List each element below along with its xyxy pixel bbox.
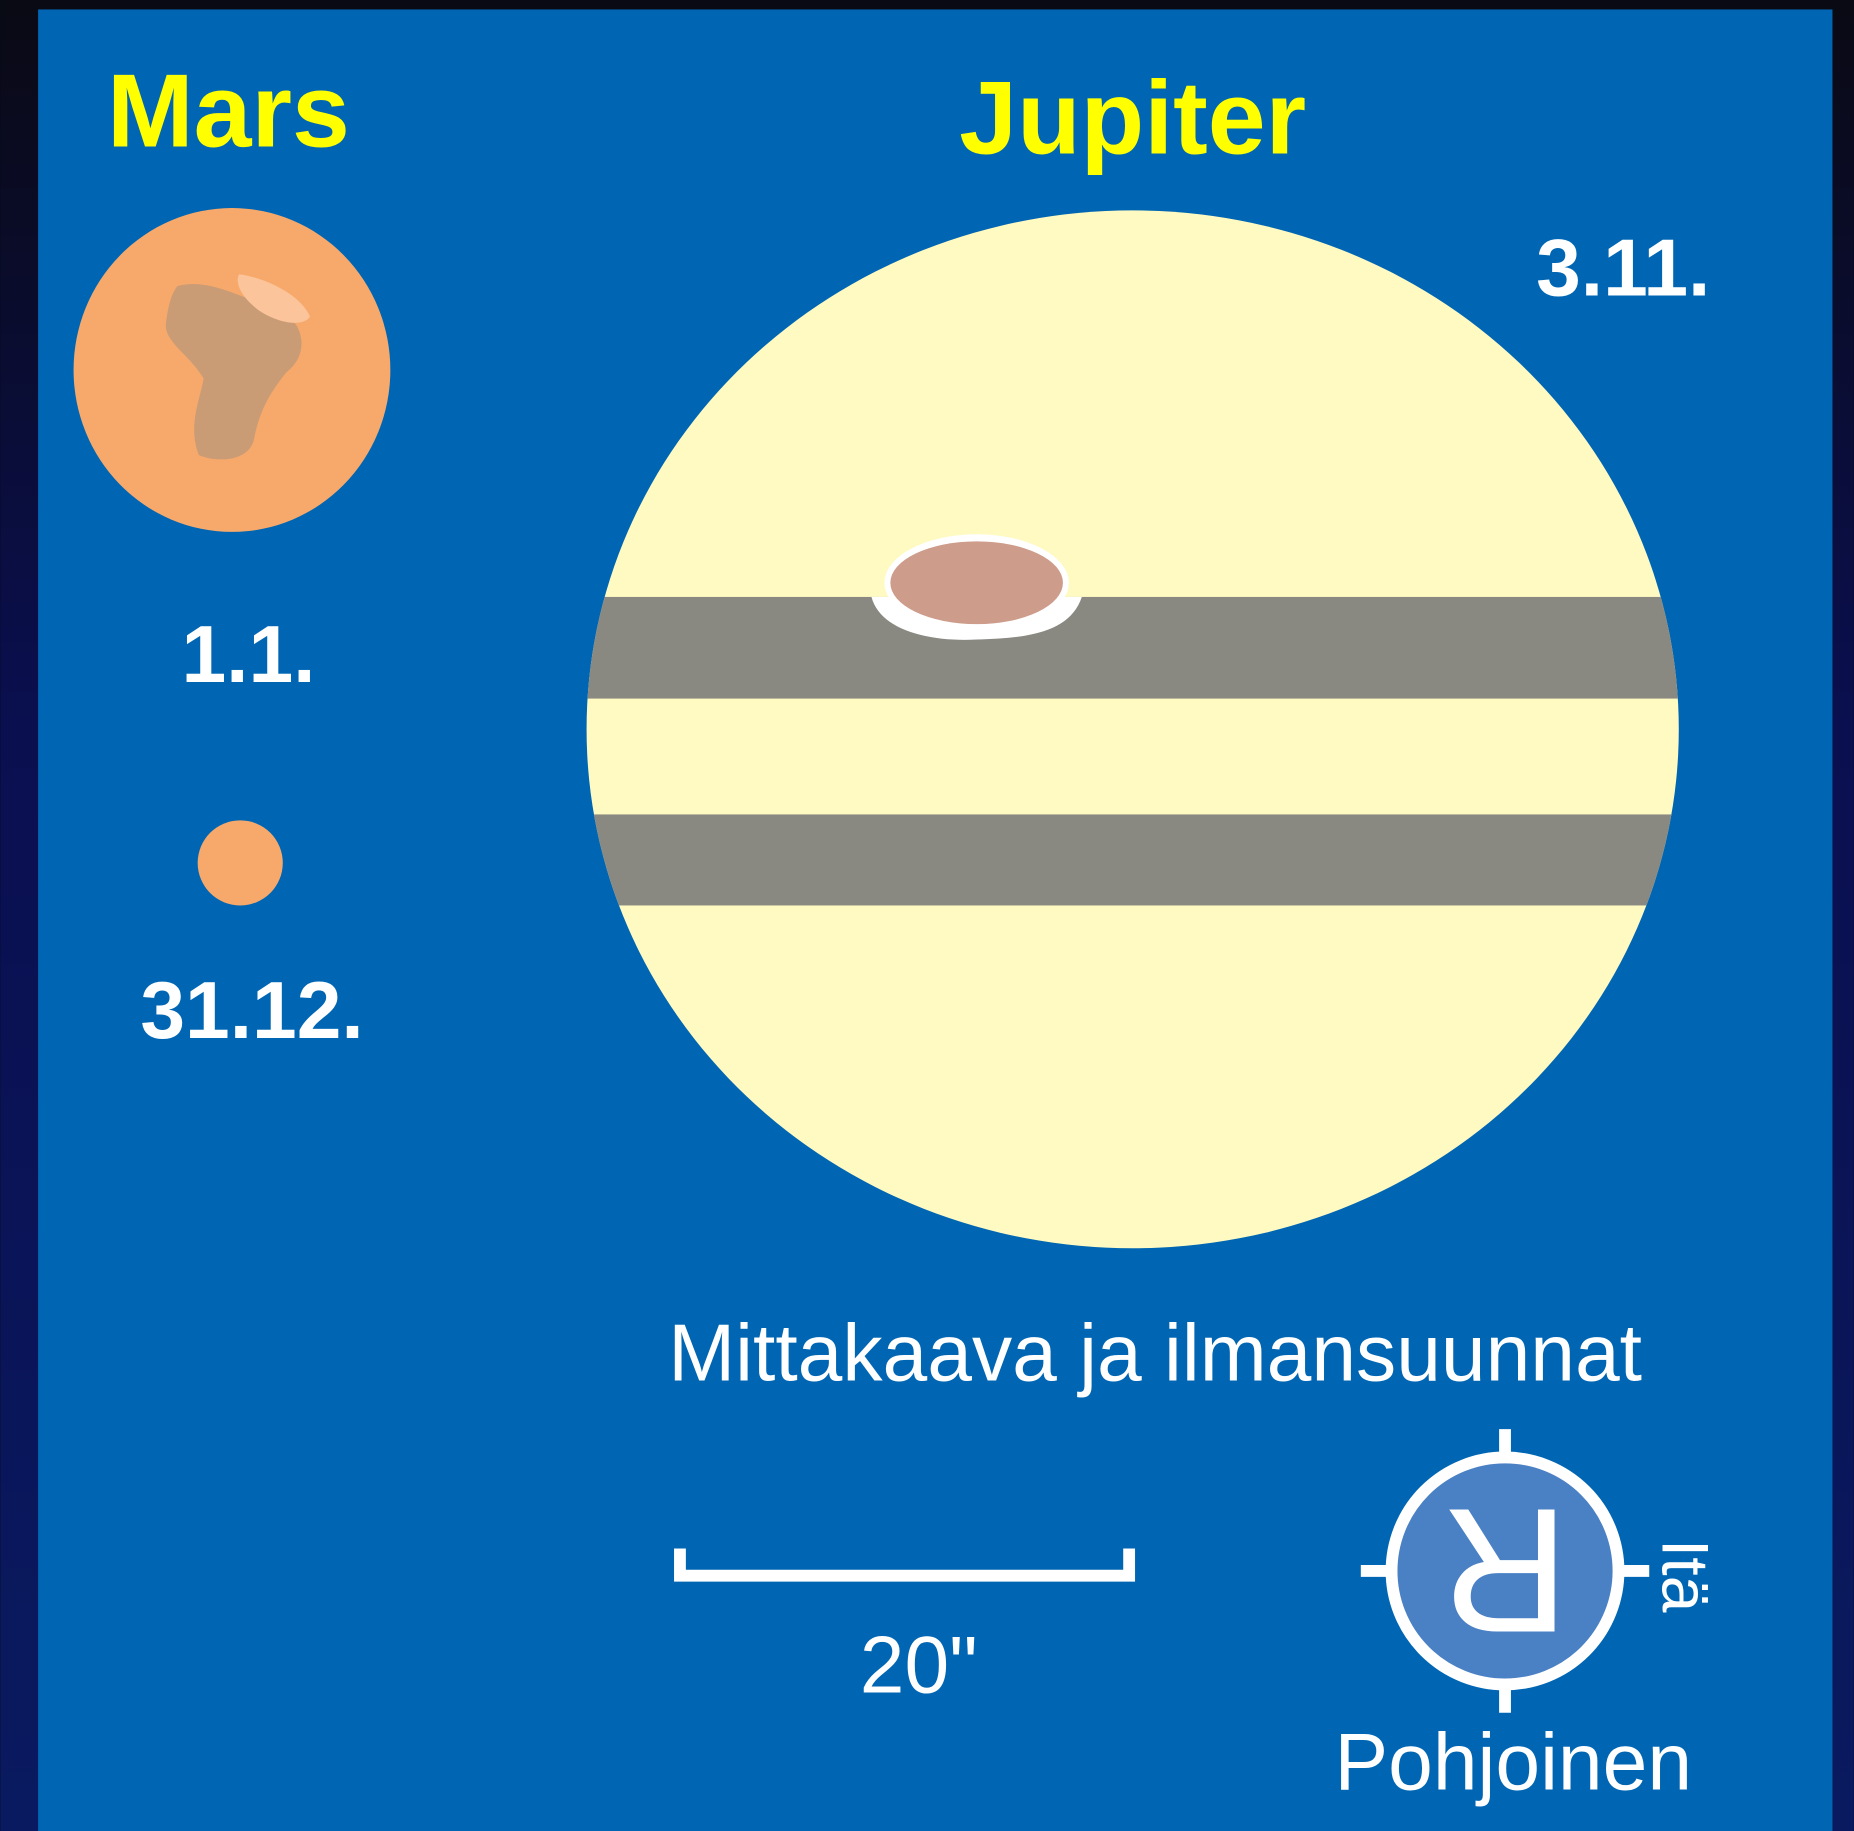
- jupiter: [586, 210, 1679, 1249]
- jupiter-title: Jupiter: [959, 61, 1306, 177]
- jupiter-date: 3.11.: [1536, 224, 1710, 314]
- compass-north: Pohjoinen: [1335, 1718, 1692, 1808]
- scale-label: 20": [860, 1621, 978, 1711]
- compass: [1360, 1429, 1650, 1713]
- mars-date-start: 1.1.: [181, 610, 315, 700]
- mars-large: [73, 208, 391, 532]
- mars-small: [197, 820, 283, 906]
- compass-east: Itä: [1648, 1539, 1722, 1613]
- scale-bar: [674, 1548, 1136, 1582]
- scale-title: Mittakaava ja ilmansuunnat: [668, 1309, 1642, 1399]
- compass-letter: R: [1441, 1471, 1569, 1670]
- mars-date-end: 31.12.: [140, 966, 363, 1056]
- mars-title: Mars: [107, 54, 350, 170]
